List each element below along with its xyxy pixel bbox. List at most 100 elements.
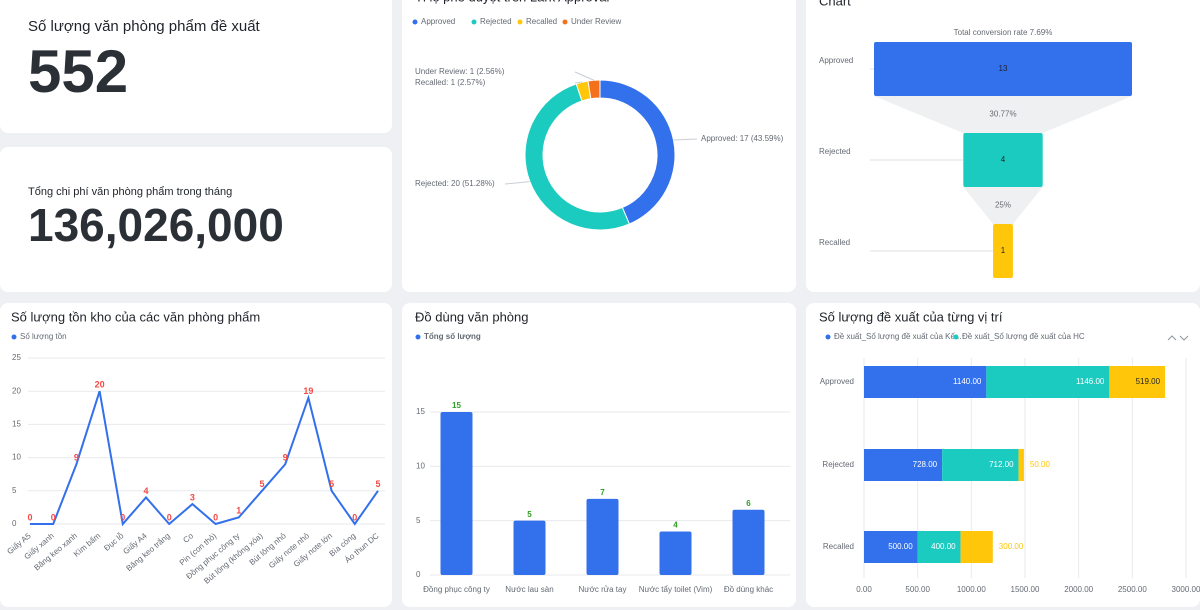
donut-slice [587, 79, 601, 100]
kpi-value: 136,026,000 [28, 199, 284, 251]
y-tick-label: 20 [12, 386, 21, 395]
value-label: 1 [1001, 246, 1006, 255]
x-tick-label: 3000.00 [1172, 585, 1200, 594]
leader-line [574, 81, 583, 84]
data-label: 5 [527, 510, 532, 519]
card [0, 147, 392, 292]
legend-label: Under Review [571, 17, 621, 26]
y-tick-label: Approved [820, 377, 854, 386]
x-tick-label: Đồng phục công ty [423, 585, 490, 594]
category-label: Recalled [819, 238, 850, 247]
legend-swatch [471, 19, 477, 25]
data-label: 0 [51, 512, 56, 522]
data-label: 519.00 [1136, 377, 1161, 386]
conversion-label: 30.77% [989, 110, 1016, 119]
data-label: Approved: 17 (43.59%) [701, 134, 784, 143]
chart-title: Đồ dùng văn phòng [415, 309, 528, 324]
legend-label: Số lượng tồn [20, 332, 67, 341]
chart-title: Số lượng tồn kho của các văn phòng phẩm [11, 309, 260, 324]
legend-label: Tổng số lượng [424, 332, 481, 341]
data-label: 9 [283, 453, 288, 463]
data-label: 5 [329, 479, 334, 489]
legend-swatch [517, 19, 523, 25]
data-label: Recalled: 1 (2.57%) [415, 78, 486, 87]
bar-segment [942, 449, 1019, 481]
scroll-arrows[interactable] [1167, 335, 1189, 341]
chart-title: Tỉ lệ phê duyệt trên Lark Approval [415, 0, 610, 4]
chart-title: Chart [819, 0, 851, 8]
y-tick-label: 0 [416, 570, 421, 579]
legend-label: Rejected [480, 17, 512, 26]
bar [440, 412, 473, 575]
legend-swatch [562, 19, 568, 25]
legend-label: Đề xuất_Số lượng đề xuất của HC [962, 332, 1085, 341]
x-tick-label: Nước tẩy toilet (Vim) [639, 585, 713, 594]
data-label: 4 [143, 486, 148, 496]
bar-segment [864, 366, 987, 398]
x-tick-label: 2500.00 [1118, 585, 1147, 594]
card [402, 0, 796, 292]
bar-segment [864, 449, 943, 481]
bar [586, 498, 619, 575]
value-label: 4 [1001, 155, 1006, 164]
x-tick-label: 0.00 [856, 585, 872, 594]
legend-label: Đề xuất_Số lượng đề xuất của Kế... [834, 332, 962, 341]
y-tick-label: 5 [12, 486, 17, 495]
y-tick-label: 0 [12, 519, 17, 528]
y-tick-label: 15 [416, 407, 425, 416]
leader-line [504, 181, 530, 185]
bar-segment [1109, 366, 1166, 398]
funnel-bar [993, 224, 1013, 278]
data-label: 6 [746, 499, 751, 508]
bar-segment [960, 531, 993, 563]
legend-swatch [953, 334, 959, 340]
bar-segment [1018, 449, 1024, 481]
annotation: Total conversion rate 7.69% [954, 28, 1053, 37]
bar-segment [917, 531, 961, 563]
data-label: 300.00 [999, 542, 1024, 551]
card [0, 303, 392, 607]
conversion-label: 25% [995, 201, 1011, 210]
data-label: 400.00 [931, 542, 956, 551]
data-label: 0 [167, 512, 172, 522]
x-tick-label: Nước lau sàn [505, 585, 553, 594]
funnel-bar [874, 42, 1132, 96]
card [402, 303, 796, 607]
data-label: 0 [213, 512, 218, 522]
x-tick-label: 1000.00 [957, 585, 986, 594]
bar-segment [986, 366, 1110, 398]
legend-swatch [11, 334, 17, 340]
legend-label: Recalled [526, 17, 557, 26]
data-label: 20 [95, 380, 105, 390]
bar-segment [864, 531, 918, 563]
data-label: 0 [352, 512, 357, 522]
data-label: 50.00 [1030, 460, 1051, 469]
y-tick-label: 5 [416, 516, 421, 525]
legend-swatch [415, 334, 421, 340]
x-tick-label: 1500.00 [1011, 585, 1040, 594]
legend-label: Approved [421, 17, 455, 26]
funnel-bar [963, 133, 1043, 187]
data-label: 1140.00 [953, 377, 982, 386]
kpi-label: Tổng chi phí văn phòng phẩm trong tháng [28, 186, 232, 198]
line [30, 390, 379, 527]
data-label: Rejected: 20 (51.28%) [415, 179, 495, 188]
leader-line [673, 138, 698, 141]
y-tick-label: 10 [416, 461, 425, 470]
data-label: 712.00 [989, 460, 1014, 469]
y-tick-label: Recalled [823, 542, 854, 551]
y-tick-label: 10 [12, 453, 21, 462]
y-tick-label: 15 [12, 420, 21, 429]
bar [513, 520, 546, 575]
data-label: 500.00 [888, 542, 913, 551]
legend-swatch [825, 334, 831, 340]
data-label: Under Review: 1 (2.56%) [415, 67, 505, 76]
data-label: 1146.00 [1076, 377, 1105, 386]
funnel-connector [874, 96, 1132, 133]
data-label: 728.00 [913, 460, 938, 469]
y-tick-label: 25 [12, 353, 21, 362]
leader-line [574, 71, 595, 81]
data-label: 3 [190, 492, 195, 502]
data-label: 5 [375, 479, 380, 489]
